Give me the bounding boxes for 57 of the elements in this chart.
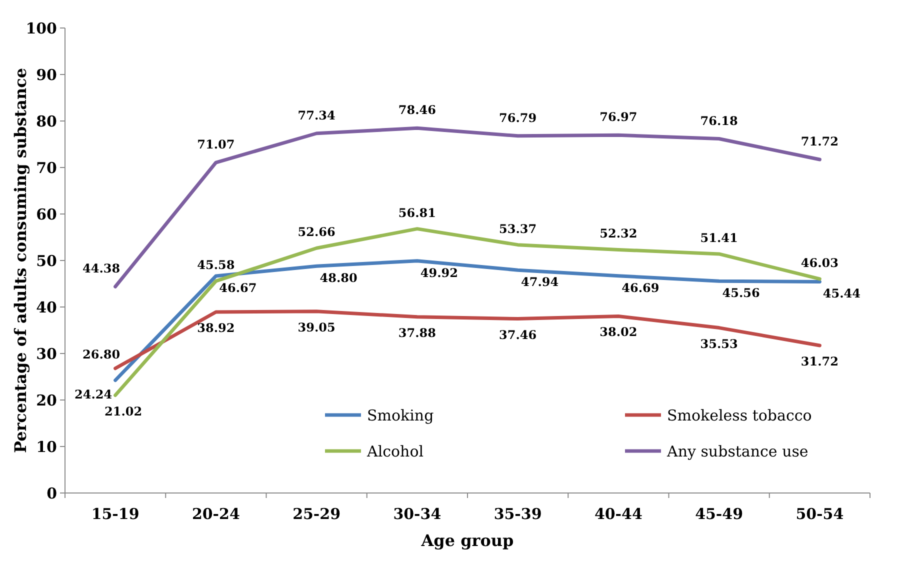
data-label: 53.37 xyxy=(499,222,537,236)
data-label: 46.03 xyxy=(800,256,838,270)
x-tick-label: 50-54 xyxy=(796,505,844,523)
data-label: 77.34 xyxy=(298,108,336,122)
data-label: 49.92 xyxy=(420,266,458,280)
data-label: 51.41 xyxy=(700,230,738,245)
legend-label: Smokeless tobacco xyxy=(667,406,812,424)
data-label: 46.69 xyxy=(622,280,660,295)
legend-label: Any substance use xyxy=(666,442,808,460)
data-label: 37.88 xyxy=(398,326,436,340)
y-tick-label: 80 xyxy=(36,112,57,130)
data-label: 21.02 xyxy=(104,404,142,418)
x-tick-label: 40-44 xyxy=(594,505,642,523)
data-label: 47.94 xyxy=(521,275,559,290)
data-label: 71.07 xyxy=(197,138,235,152)
y-axis-title: Percentage of adults consuming substance xyxy=(11,68,30,454)
data-label: 39.05 xyxy=(298,320,336,334)
data-label: 76.18 xyxy=(700,114,738,128)
y-tick-label: 0 xyxy=(46,484,57,502)
x-axis-title: Age group xyxy=(420,531,514,550)
y-tick-label: 40 xyxy=(36,298,57,316)
legend-label: Alcohol xyxy=(366,442,424,460)
data-label: 31.72 xyxy=(800,354,838,368)
data-label: 26.80 xyxy=(82,347,120,362)
data-label: 71.72 xyxy=(800,134,838,148)
data-label: 76.97 xyxy=(600,110,638,124)
y-tick-label: 10 xyxy=(36,438,57,456)
data-label: 45.44 xyxy=(822,286,860,301)
data-label: 45.58 xyxy=(197,258,235,272)
data-label: 56.81 xyxy=(398,206,436,220)
data-label: 52.66 xyxy=(298,225,336,240)
data-label: 76.79 xyxy=(499,110,537,125)
data-label: 52.32 xyxy=(600,226,638,241)
data-label: 48.80 xyxy=(320,271,358,286)
legend-label: Smoking xyxy=(367,406,434,424)
y-tick-label: 20 xyxy=(36,391,57,410)
y-tick-label: 100 xyxy=(26,19,57,38)
data-label: 38.02 xyxy=(600,325,638,340)
x-tick-label: 15-19 xyxy=(91,505,140,523)
y-tick-label: 90 xyxy=(36,66,57,84)
data-label: 44.38 xyxy=(82,262,120,276)
data-label: 38.92 xyxy=(197,321,235,336)
data-label: 24.24 xyxy=(74,387,112,402)
data-label: 35.53 xyxy=(700,336,738,351)
x-tick-label: 25-29 xyxy=(292,505,341,523)
x-tick-label: 20-24 xyxy=(192,505,240,523)
data-label: 37.46 xyxy=(499,328,537,342)
x-tick-label: 45-49 xyxy=(695,505,744,523)
y-tick-label: 50 xyxy=(36,252,57,270)
data-label: 78.46 xyxy=(398,103,436,118)
y-tick-label: 60 xyxy=(36,205,57,224)
data-label: 46.67 xyxy=(219,280,257,295)
y-tick-label: 70 xyxy=(36,158,57,177)
y-tick-label: 30 xyxy=(36,344,57,363)
x-tick-label: 35-39 xyxy=(494,505,542,523)
x-tick-label: 30-34 xyxy=(393,505,442,523)
data-label: 45.56 xyxy=(722,286,760,300)
